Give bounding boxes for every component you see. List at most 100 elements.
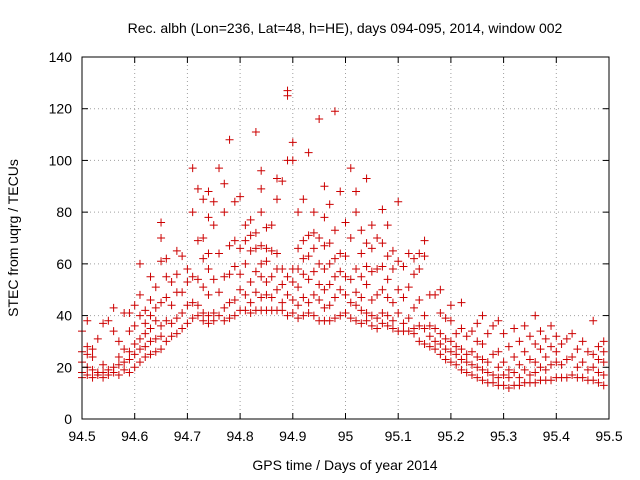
data-point [378,239,387,248]
data-point [457,345,466,354]
data-point [157,218,166,227]
data-point [388,316,397,325]
data-point [162,316,171,325]
data-point [167,301,176,310]
data-point [188,208,197,217]
data-point [209,275,218,284]
data-point [367,321,376,330]
data-point [352,187,361,196]
data-point [378,308,387,317]
data-point [278,280,287,289]
data-point [499,358,508,367]
data-point [357,293,366,302]
data-point [288,138,297,147]
data-point [125,347,134,356]
data-point [251,288,260,297]
data-point [357,249,366,258]
data-point [230,197,239,206]
data-point [557,360,566,369]
x-tick-label: 95 [338,428,354,444]
data-point [120,345,129,354]
data-point [172,314,181,323]
data-point [415,321,424,330]
data-point [146,337,155,346]
data-point [193,184,202,193]
y-tick-label: 100 [49,152,73,168]
data-point [151,283,160,292]
data-point [157,345,166,354]
data-point [436,308,445,317]
data-point [568,371,577,380]
data-point [299,311,308,320]
data-point [130,340,139,349]
data-point [251,228,260,237]
data-point [541,365,550,374]
data-point [215,164,224,173]
data-point [109,303,118,312]
data-point [415,249,424,258]
data-point [178,288,187,297]
data-point [568,329,577,338]
data-point [446,358,455,367]
data-point [436,329,445,338]
data-point [415,337,424,346]
data-point [120,365,129,374]
data-point [394,257,403,266]
data-point [520,365,529,374]
x-tick-label: 94.7 [174,428,201,444]
data-point [141,352,150,361]
data-point [547,321,556,330]
data-point [199,234,208,242]
data-point [478,376,487,385]
data-point [420,324,429,333]
data-point [294,244,303,253]
x-tick-label: 95.3 [490,428,517,444]
data-point [83,316,92,325]
data-point [525,332,534,341]
data-point [583,365,592,374]
data-point [330,254,339,263]
data-point [204,311,213,320]
data-point [489,378,498,387]
data-point [209,221,218,230]
data-point [478,311,487,320]
data-point [204,290,213,299]
data-point [330,107,339,116]
data-point [541,334,550,343]
data-point [151,334,160,343]
data-point [562,355,571,364]
data-point [473,319,482,328]
x-tick-label: 95.1 [385,428,412,444]
data-point [404,327,413,336]
data-point [346,234,355,242]
data-point [141,329,150,338]
data-point [204,319,213,328]
data-point [315,259,324,268]
data-point [531,358,540,367]
data-point [162,293,171,302]
data-point [462,350,471,359]
data-point [578,373,587,382]
data-point [288,277,297,286]
data-point [441,334,450,343]
data-point [415,296,424,305]
data-point [536,345,545,354]
data-point [399,293,408,302]
data-point [568,352,577,361]
data-point [352,208,361,217]
data-point [357,306,366,315]
data-point [425,342,434,351]
data-point [320,265,329,274]
data-point [394,308,403,317]
data-point [230,311,239,320]
data-point [283,290,292,299]
data-point [420,311,429,320]
data-point [510,368,519,377]
data-point [283,86,292,95]
data-point [83,371,92,380]
data-point [431,290,440,299]
data-point [499,329,508,338]
data-point [394,285,403,294]
data-point [167,319,176,328]
data-point [304,275,313,284]
